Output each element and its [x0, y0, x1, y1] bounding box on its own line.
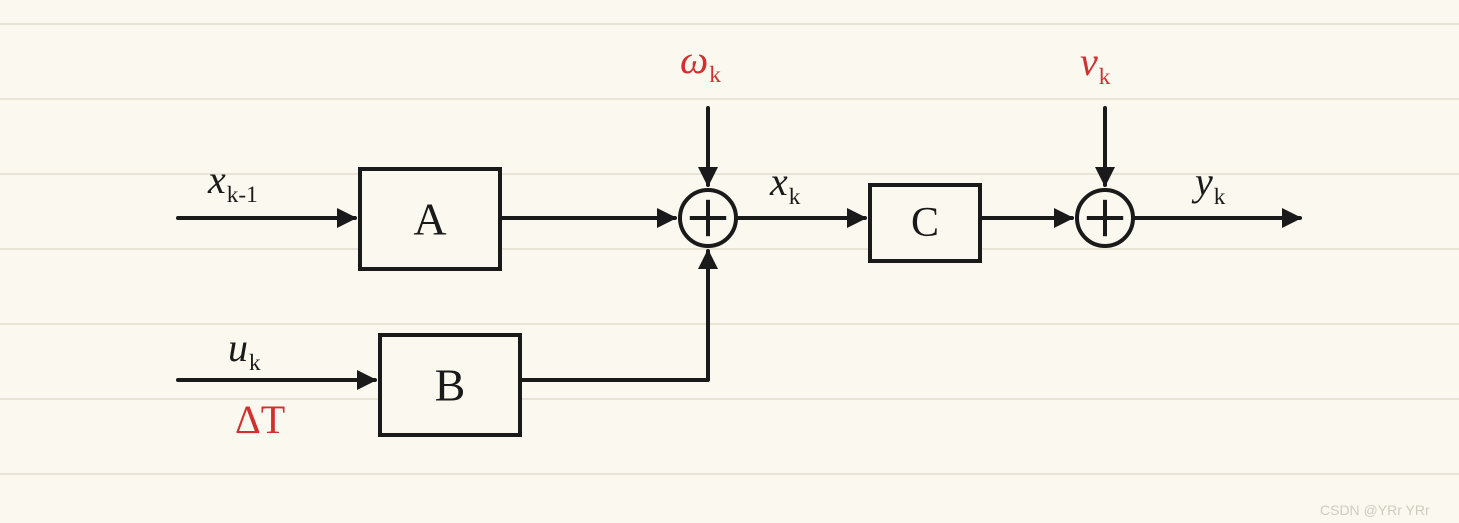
- node-label-B: B: [435, 360, 466, 411]
- label-yk: yk: [1195, 162, 1225, 209]
- edge-B_to_sum1: [520, 251, 708, 380]
- diagram-svg: A B C: [0, 0, 1459, 523]
- label-vk: νk: [1080, 42, 1110, 89]
- node-label-C: C: [911, 200, 939, 246]
- label-dT: ΔT: [235, 400, 285, 440]
- label-uk: uk: [228, 328, 261, 375]
- diagram-canvas: A B Cxk-1 uk ΔT ωk xk νk yk CSDN @YRr YRr: [0, 0, 1459, 523]
- label-xk1: xk-1: [208, 160, 258, 207]
- label-xk: xk: [770, 162, 800, 209]
- label-wk: ωk: [680, 40, 721, 87]
- node-label-A: A: [413, 194, 446, 245]
- watermark: CSDN @YRr YRr: [1320, 502, 1430, 518]
